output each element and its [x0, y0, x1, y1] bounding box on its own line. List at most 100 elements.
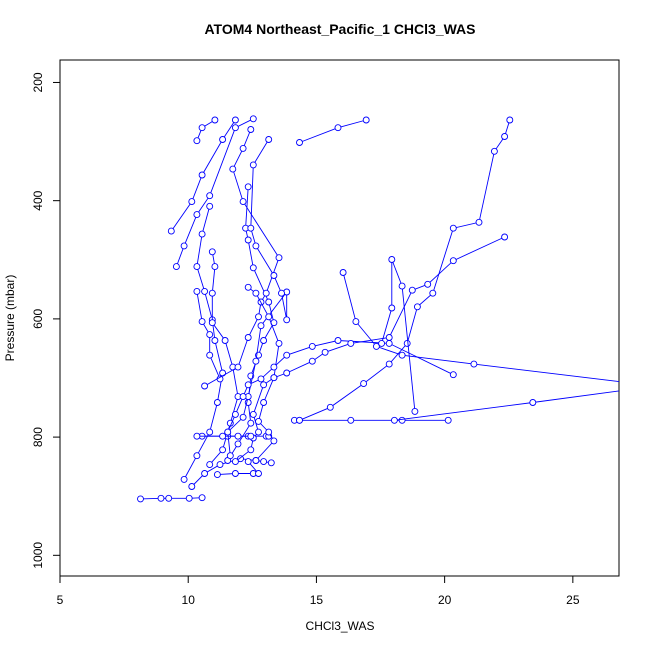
data-series-15: [193, 432, 255, 440]
data-point: [252, 457, 260, 464]
data-point: [231, 116, 239, 124]
data-series-16: [290, 416, 452, 424]
data-point: [237, 455, 244, 463]
data-point: [265, 428, 273, 436]
data-series-5: [206, 248, 242, 469]
data-point: [201, 470, 209, 477]
data-point: [206, 428, 214, 436]
y-axis-label: Pressure (mbar): [3, 275, 17, 362]
data-point: [388, 256, 396, 263]
series-line: [175, 118, 254, 267]
data-point: [193, 211, 201, 219]
data-series-19: [378, 256, 419, 415]
data-point: [219, 136, 227, 143]
y-tick-label: 1000: [31, 542, 45, 569]
data-point: [201, 382, 209, 390]
data-point: [193, 137, 201, 145]
x-tick-label: 20: [438, 593, 452, 607]
data-point: [198, 124, 206, 132]
data-point: [413, 303, 421, 311]
data-point: [470, 360, 478, 368]
data-point: [347, 339, 355, 347]
data-point: [211, 337, 219, 344]
data-point: [206, 192, 214, 200]
data-point: [244, 183, 252, 191]
data-point: [226, 452, 234, 460]
data-point: [193, 452, 201, 460]
data-point: [247, 446, 255, 454]
data-point: [219, 446, 227, 454]
data-point: [249, 161, 257, 169]
data-point: [270, 363, 278, 371]
data-point: [529, 399, 537, 406]
data-point: [270, 437, 278, 445]
data-point: [231, 470, 239, 477]
data-point: [247, 126, 255, 133]
data-point: [296, 416, 303, 424]
data-point: [283, 316, 291, 324]
data-series-21: [296, 116, 370, 146]
data-point: [231, 458, 239, 466]
data-point: [398, 416, 406, 424]
data-point: [385, 360, 393, 368]
data-point: [260, 381, 268, 389]
data-point: [398, 282, 406, 290]
data-point: [239, 144, 247, 152]
series-line: [209, 251, 239, 465]
y-tick-label: 600: [31, 309, 45, 329]
data-point: [198, 318, 206, 326]
series-line: [204, 129, 280, 387]
data-point: [234, 363, 242, 371]
data-point: [198, 171, 206, 179]
x-axis: 5 10 15 20 25: [57, 575, 580, 607]
data-point: [239, 198, 247, 206]
data-point: [257, 375, 265, 383]
data-point: [172, 263, 180, 271]
data-point: [347, 416, 355, 424]
data-point: [244, 334, 252, 341]
data-point: [231, 410, 239, 418]
series-group: [137, 115, 619, 503]
data-point: [208, 319, 216, 327]
data-point: [206, 331, 214, 339]
data-point: [429, 289, 437, 297]
data-point: [449, 257, 457, 265]
data-point: [267, 459, 275, 467]
plot-clip: [137, 115, 619, 503]
data-point: [270, 374, 278, 382]
data-point: [188, 483, 196, 490]
data-series-20: [252, 233, 509, 464]
chart-title: ATOM4 Northeast_Pacific_1 CHCl3_WAS: [204, 21, 475, 37]
y-tick-label: 200: [31, 72, 45, 92]
data-point: [308, 342, 316, 350]
data-point: [378, 339, 386, 347]
data-point: [244, 381, 252, 389]
data-point: [449, 224, 457, 232]
data-series-17: [296, 116, 514, 424]
data-point: [239, 413, 247, 421]
data-point: [255, 417, 262, 425]
data-point: [283, 351, 291, 359]
data-point: [444, 416, 452, 424]
data-point: [239, 393, 247, 401]
data-point: [193, 287, 201, 295]
data-point: [249, 410, 257, 418]
series-line: [299, 119, 367, 143]
data-point: [398, 351, 406, 359]
data-point: [249, 115, 257, 123]
data-point: [283, 369, 291, 377]
data-point: [352, 318, 360, 326]
data-point: [198, 494, 206, 502]
data-point: [265, 298, 273, 306]
data-point: [137, 495, 144, 503]
data-point: [244, 283, 252, 291]
data-series-3: [167, 116, 239, 235]
data-point: [213, 471, 221, 479]
data-point: [265, 136, 273, 143]
series-line: [235, 286, 280, 462]
data-point: [501, 133, 509, 140]
x-tick-label: 25: [566, 593, 580, 607]
data-point: [411, 407, 419, 415]
x-tick-label: 5: [57, 593, 64, 607]
plot-area: [137, 115, 619, 503]
